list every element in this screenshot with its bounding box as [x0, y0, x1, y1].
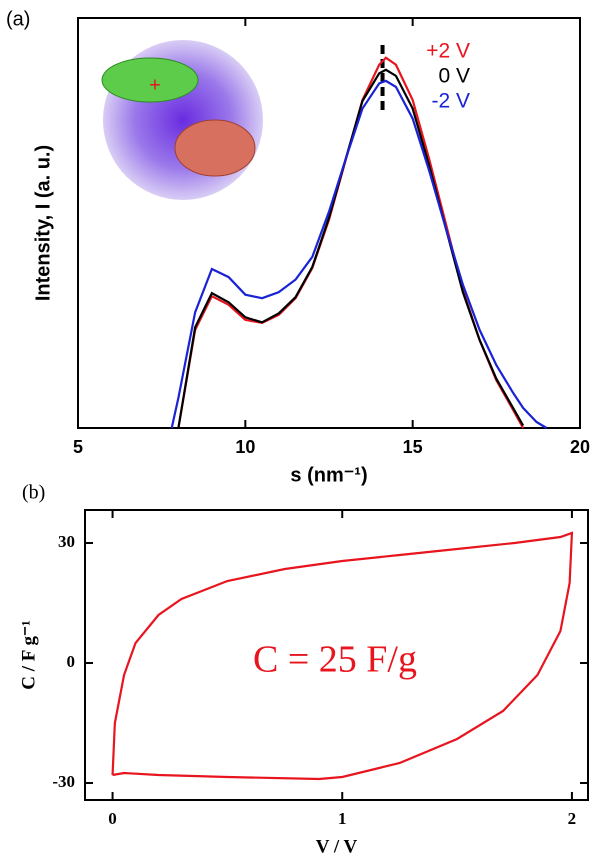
- panel-a: + 5 10 15 20 s (nm⁻¹) Intensity, I (a. u.) (a)…: [6, 8, 590, 486]
- panel-label: (b): [22, 482, 45, 504]
- y-axis-label: Intensity, I (a. u.): [32, 145, 54, 301]
- panel-b: 0 1 2 -30 0 30 V / V C / F g⁻¹ (b) C = 25 F/g: [18, 482, 589, 856]
- x-tick-label: 15: [403, 437, 423, 457]
- plus-sign: +: [149, 74, 161, 96]
- data-line: [170, 79, 548, 429]
- y-tick-label: -30: [52, 772, 75, 791]
- x-tick-label: 10: [235, 437, 255, 457]
- plot-frame: [77, 17, 581, 429]
- x-axis-label: V / V: [316, 836, 358, 856]
- cation-illustration: [101, 57, 199, 103]
- data-line: [177, 68, 525, 429]
- plot-frame: [84, 509, 589, 801]
- x-tick-label: 2: [568, 809, 577, 828]
- x-tick-label: 1: [338, 809, 347, 828]
- anion-illustration: [174, 119, 256, 177]
- x-axis-label: s (nm⁻¹): [290, 464, 367, 486]
- legend-entry: 0 V: [438, 65, 470, 88]
- x-tick-label: 0: [108, 809, 117, 828]
- data-line: [111, 531, 574, 781]
- legend-entry: +2 V: [426, 40, 470, 63]
- y-axis-label: C / F g⁻¹: [18, 620, 39, 689]
- legend-entry: -2 V: [431, 90, 470, 113]
- x-tick-label: 20: [570, 437, 590, 457]
- x-tick-label: 5: [73, 437, 83, 457]
- y-tick-label: 0: [67, 652, 76, 671]
- y-tick-label: 30: [58, 532, 75, 551]
- panel-label: (a): [6, 8, 30, 30]
- annotation: C = 25 F/g: [253, 639, 417, 681]
